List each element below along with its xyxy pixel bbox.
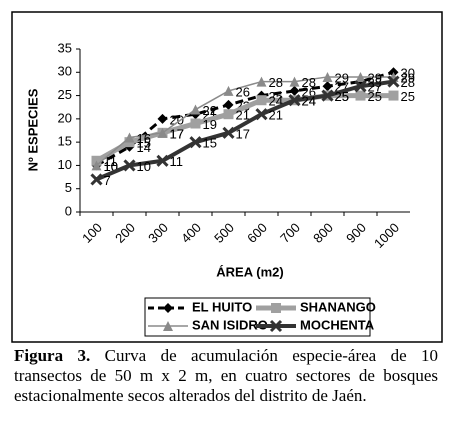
point	[355, 71, 366, 82]
caption-text: Curva de acumulación especie-área de 10 …	[14, 346, 439, 405]
data-label: 28	[302, 75, 316, 90]
data-label: 25	[335, 89, 349, 104]
point	[157, 113, 168, 124]
data-label: 15	[203, 136, 217, 151]
data-label: 28	[401, 75, 415, 90]
legend-label: SHANANGO	[300, 299, 376, 314]
x-tick-label: 1000	[371, 220, 402, 251]
data-label: 17	[236, 126, 250, 141]
point	[123, 159, 136, 172]
point	[157, 127, 168, 138]
legend-label: MOCHENTA	[300, 317, 375, 332]
data-label: 17	[170, 126, 184, 141]
x-tick-label: 300	[145, 220, 171, 246]
y-tick-label: 15	[58, 134, 72, 149]
point	[387, 75, 400, 88]
data-label: 21	[269, 108, 283, 123]
point	[223, 99, 234, 110]
point	[222, 126, 235, 139]
data-label: 22	[203, 103, 217, 118]
point	[91, 160, 102, 171]
point	[321, 89, 334, 102]
y-axis-title: Nº ESPECIES	[25, 88, 40, 171]
series-line	[96, 76, 394, 167]
y-tick-label: 0	[65, 203, 72, 218]
data-label: 30	[401, 66, 415, 81]
y-tick-label: 35	[58, 40, 72, 55]
data-label: 28	[269, 75, 283, 90]
data-label: 17	[170, 126, 184, 141]
y-tick-label: 25	[58, 87, 72, 102]
x-tick-label: 200	[112, 220, 138, 246]
point	[289, 85, 300, 96]
point	[223, 85, 234, 96]
legend-label: SAN ISIDRO	[192, 317, 268, 332]
point	[190, 104, 201, 115]
point	[289, 76, 300, 87]
legend-box	[144, 297, 371, 337]
legend-label: EL HUITO	[192, 299, 252, 314]
x-tick-label: 400	[178, 220, 204, 246]
data-label: 25	[401, 89, 415, 104]
point	[189, 136, 202, 149]
data-label: 29	[368, 70, 382, 85]
data-label: 26	[236, 84, 250, 99]
series-line	[95, 70, 394, 167]
series-line	[95, 79, 394, 182]
data-label: 29	[401, 70, 415, 85]
legend-marker	[269, 319, 283, 333]
point	[355, 90, 366, 101]
x-tick-label: 100	[79, 220, 105, 246]
point	[256, 95, 267, 106]
point	[90, 173, 103, 186]
x-tick-label: 800	[310, 220, 336, 246]
x-axis-title: ÁREA (m2)	[216, 264, 283, 279]
point	[190, 118, 201, 129]
data-label: 20	[170, 112, 184, 127]
point	[388, 90, 399, 101]
x-tick-label: 700	[277, 220, 303, 246]
chart-frame	[11, 11, 443, 343]
data-label: 7	[104, 173, 111, 188]
point	[156, 154, 169, 167]
y-tick-label: 20	[58, 110, 72, 125]
data-label: 21	[236, 108, 250, 123]
point	[322, 71, 333, 82]
point	[124, 132, 135, 143]
point	[322, 81, 333, 92]
point	[288, 94, 301, 107]
data-label: 29	[335, 70, 349, 85]
caption: Figura 3. Curva de acumulación especie-á…	[14, 346, 438, 406]
x-tick-label: 500	[211, 220, 237, 246]
y-tick-label: 10	[58, 157, 72, 172]
series-line	[95, 93, 394, 163]
data-label: 25	[368, 89, 382, 104]
data-label: 11	[104, 154, 118, 169]
caption-label: Figura 3.	[14, 346, 91, 365]
data-label: 11	[170, 154, 184, 169]
y-tick-label: 30	[58, 64, 72, 79]
legend-marker	[163, 303, 173, 313]
x-tick-label: 600	[244, 220, 270, 246]
data-label: 16	[137, 131, 151, 146]
point	[223, 109, 234, 120]
data-label: 27	[368, 80, 382, 95]
legend-marker	[271, 303, 281, 313]
point	[256, 76, 267, 87]
legend-marker	[163, 321, 173, 331]
point	[354, 80, 367, 93]
data-label: 19	[203, 117, 217, 132]
y-tick-label: 5	[65, 180, 72, 195]
x-tick-label: 900	[343, 220, 369, 246]
data-label: 14	[137, 140, 151, 155]
point	[255, 108, 268, 121]
data-label: 15	[137, 136, 151, 151]
data-label: 10	[137, 159, 151, 174]
chart: Nº ESPECIES ÁREA (m2) 0 5 10 15 20 25 30 35 100 2…	[11, 11, 443, 343]
data-label: 24	[302, 94, 316, 109]
